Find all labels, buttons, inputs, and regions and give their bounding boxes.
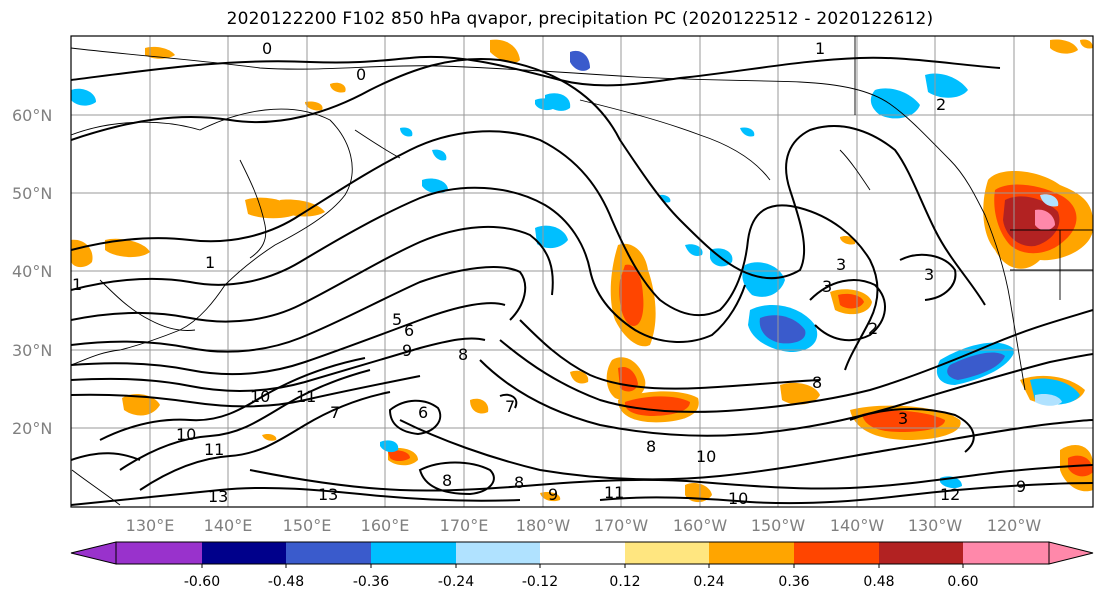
longitude-labels: 130°E 140°E 150°E 160°E 170°E 180°W 170°… [126, 516, 1042, 535]
contour-label: 8 [442, 471, 452, 490]
colorbar-ticks: -0.60 -0.48 -0.36 -0.24 -0.12 0.12 0.24 0.36 0.4… [184, 564, 979, 590]
contour-label: 11 [296, 387, 316, 406]
map-frame [70, 35, 1094, 508]
colorbar-tick-label: -0.24 [438, 574, 474, 590]
lon-label: 170°E [440, 516, 489, 535]
lon-label: 150°E [283, 516, 332, 535]
colorbar-tick-label: 0.36 [778, 574, 809, 590]
lon-label: 170°W [594, 516, 649, 535]
contour-label: 8 [458, 345, 468, 364]
contour-label: 8 [514, 473, 524, 492]
colorbar-tick-label: 0.12 [609, 574, 640, 590]
contour-label: 9 [1016, 477, 1026, 496]
colorbar-tick-label: 0.24 [693, 574, 724, 590]
contour-label: 2 [868, 319, 878, 338]
lat-label: 30°N [12, 341, 52, 360]
contour-label: 11 [604, 483, 624, 502]
contour-label: 11 [204, 440, 224, 459]
contour-label: 9 [402, 341, 412, 360]
contour-label: 3 [822, 277, 832, 296]
contour-label: 1 [205, 253, 215, 272]
lon-label: 160°W [673, 516, 728, 535]
lon-label: 180°W [516, 516, 571, 535]
colorbar-swatch [540, 542, 625, 564]
contour-label: 1 [815, 39, 825, 58]
contour-label: 13 [208, 487, 228, 506]
lon-label: 160°E [361, 516, 410, 535]
colorbar-tick-label: -0.36 [353, 574, 389, 590]
colorbar-swatch [202, 542, 286, 564]
colorbar-swatch [879, 542, 963, 564]
map-title: 2020122200 F102 850 hPa qvapor, precipit… [226, 9, 934, 29]
lat-label: 40°N [12, 262, 52, 281]
contour-label: 10 [250, 387, 270, 406]
contour-label: 7 [505, 397, 515, 416]
lat-label: 20°N [12, 419, 52, 438]
contour-label: 6 [418, 403, 428, 422]
contour-label: 10 [176, 425, 196, 444]
contour-label: 3 [836, 255, 846, 274]
lon-label: 130°W [908, 516, 963, 535]
contour-label: 12 [940, 485, 960, 504]
lon-label: 130°E [126, 516, 175, 535]
colorbar-tick-label: -0.60 [184, 574, 220, 590]
contour-label: 8 [646, 437, 656, 456]
contour-label: 2 [936, 95, 946, 114]
contour-label: 0 [356, 65, 366, 84]
contour-label: 3 [924, 265, 934, 284]
colorbar-swatch [625, 542, 709, 564]
colorbar-swatch [709, 542, 794, 564]
colorbar-swatch [286, 542, 371, 564]
colorbar-tick-label: 0.48 [863, 574, 894, 590]
colorbar-frame [115, 541, 1050, 565]
contour-label: 10 [728, 489, 748, 508]
contour-label: 9 [548, 485, 558, 504]
colorbar-swatch [371, 542, 456, 564]
contour-label: 0 [262, 39, 272, 58]
lon-label: 140°E [204, 516, 253, 535]
contour-labels: 0 0 1 1 1 5 6 9 8 10 11 10 11 6 7 7 8 8 … [72, 39, 1026, 508]
colorbar-tick-label: -0.12 [522, 574, 558, 590]
map-content: 0 0 1 1 1 5 6 9 8 10 11 10 11 6 7 7 8 8 … [71, 36, 1093, 508]
lon-label: 150°W [751, 516, 806, 535]
contour-label: 8 [812, 373, 822, 392]
lon-label: 140°W [830, 516, 885, 535]
colorbar-segments [71, 542, 1093, 564]
colorbar-tick-label: -0.48 [268, 574, 304, 590]
colorbar: -0.60 -0.48 -0.36 -0.24 -0.12 0.12 0.24 0.36 0.4… [70, 541, 1094, 590]
colorbar-swatch [71, 542, 202, 564]
contour-label: 13 [318, 485, 338, 504]
colorbar-swatch [963, 542, 1093, 564]
contour-label: 10 [696, 447, 716, 466]
qvapor-contours [71, 55, 1093, 506]
contour-label: 1 [72, 275, 82, 294]
lat-label: 50°N [12, 184, 52, 203]
lat-label: 60°N [12, 106, 52, 125]
latitude-labels: 60°N 50°N 40°N 30°N 20°N [12, 106, 52, 438]
colorbar-swatch [794, 542, 879, 564]
contour-label: 7 [330, 403, 340, 422]
contour-label: 6 [404, 321, 414, 340]
contour-label: 3 [898, 409, 908, 428]
colorbar-swatch [456, 542, 540, 564]
contour-label: 5 [392, 310, 402, 329]
lon-label: 120°W [987, 516, 1042, 535]
colorbar-tick-label: 0.60 [947, 574, 978, 590]
coastlines [71, 36, 1093, 506]
